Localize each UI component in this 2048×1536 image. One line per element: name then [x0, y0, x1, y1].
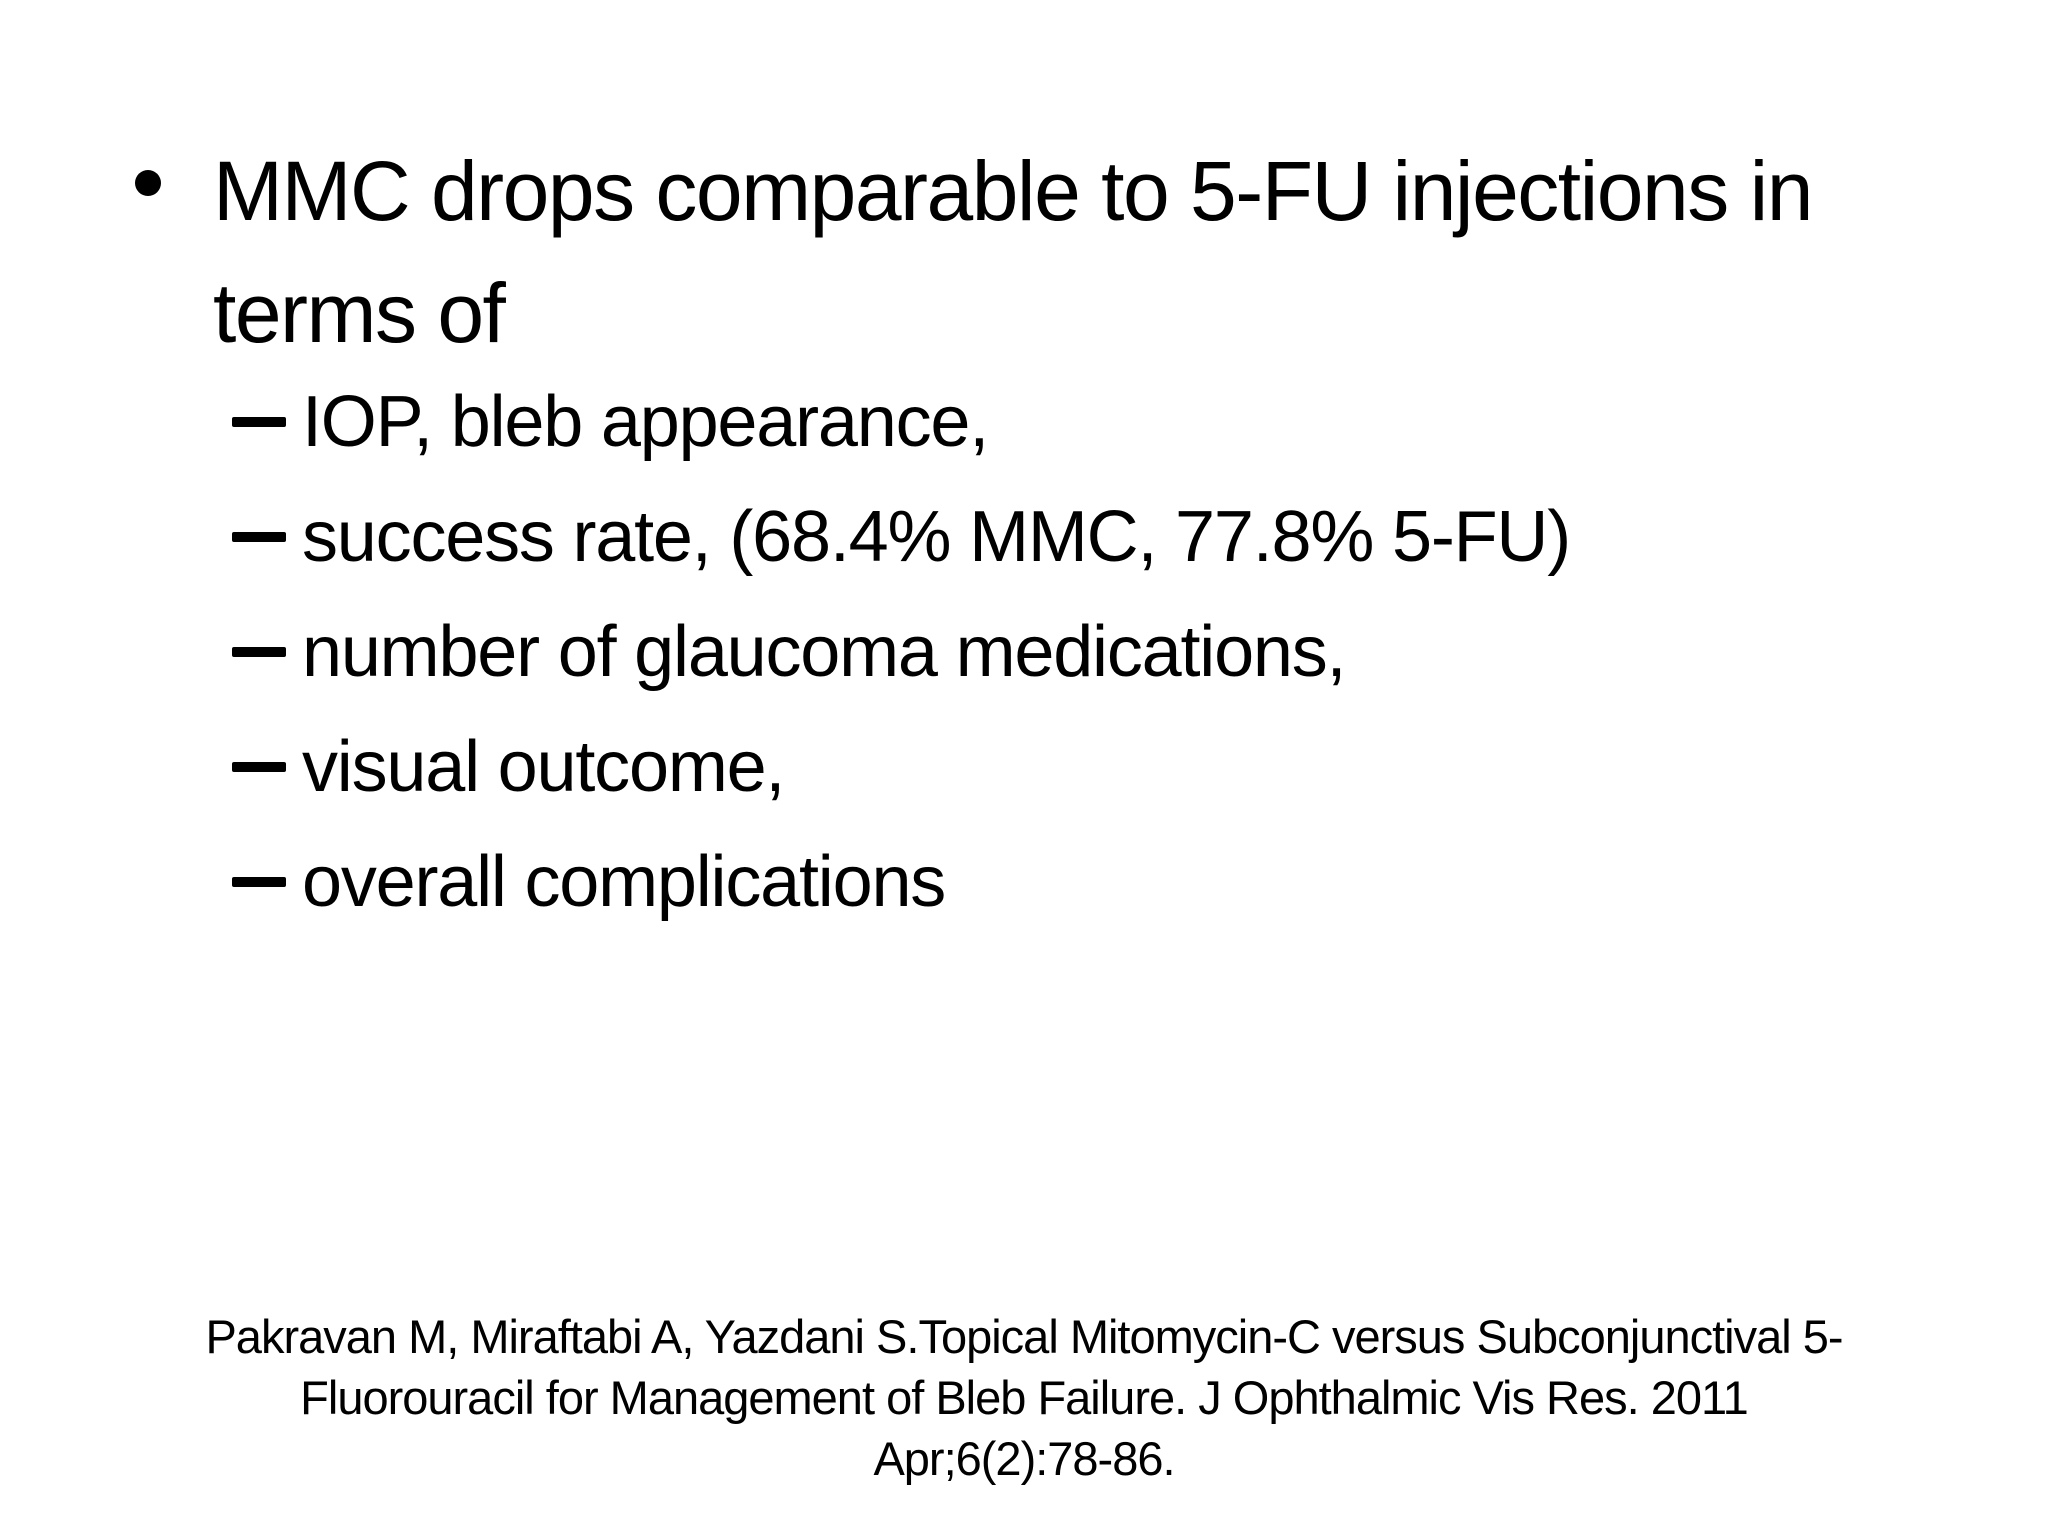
sub-bullet-item: success rate, (68.4% MMC, 77.8% 5-FU)	[232, 480, 1992, 595]
sub-bullet-text: visual outcome,	[302, 727, 785, 807]
dash-marker	[232, 532, 286, 542]
sub-bullet-item: overall complications	[232, 825, 1992, 940]
bullet-marker	[135, 170, 161, 196]
sub-bullet-item: number of glaucoma medications,	[232, 595, 1992, 710]
dash-marker	[232, 417, 286, 427]
dash-marker	[232, 762, 286, 772]
bullet-title: MMC drops comparable to 5-FU injections …	[213, 130, 1973, 374]
sub-bullet-text: overall complications	[302, 842, 946, 922]
citation-line-2: Fluorouracil for Management of Bleb Fail…	[300, 1371, 1749, 1424]
citation: Pakravan M, Miraftabi A, Yazdani S.Topic…	[0, 1306, 2048, 1489]
bullet-title-line-2: terms of	[213, 266, 506, 360]
citation-line-3: Apr;6(2):78-86.	[873, 1432, 1175, 1485]
sub-bullet-text: success rate, (68.4% MMC, 77.8% 5-FU)	[302, 497, 1571, 577]
sub-bullet-list: IOP, bleb appearance, success rate, (68.…	[232, 365, 1992, 940]
dash-marker	[232, 647, 286, 657]
dash-marker	[232, 877, 286, 887]
sub-bullet-item: visual outcome,	[232, 710, 1992, 825]
citation-line-1: Pakravan M, Miraftabi A, Yazdani S.Topic…	[205, 1310, 1843, 1363]
sub-bullet-text: IOP, bleb appearance,	[302, 382, 989, 462]
sub-bullet-text: number of glaucoma medications,	[302, 612, 1347, 692]
sub-bullet-item: IOP, bleb appearance,	[232, 365, 1992, 480]
bullet-title-line-1: MMC drops comparable to 5-FU injections …	[213, 144, 1813, 238]
